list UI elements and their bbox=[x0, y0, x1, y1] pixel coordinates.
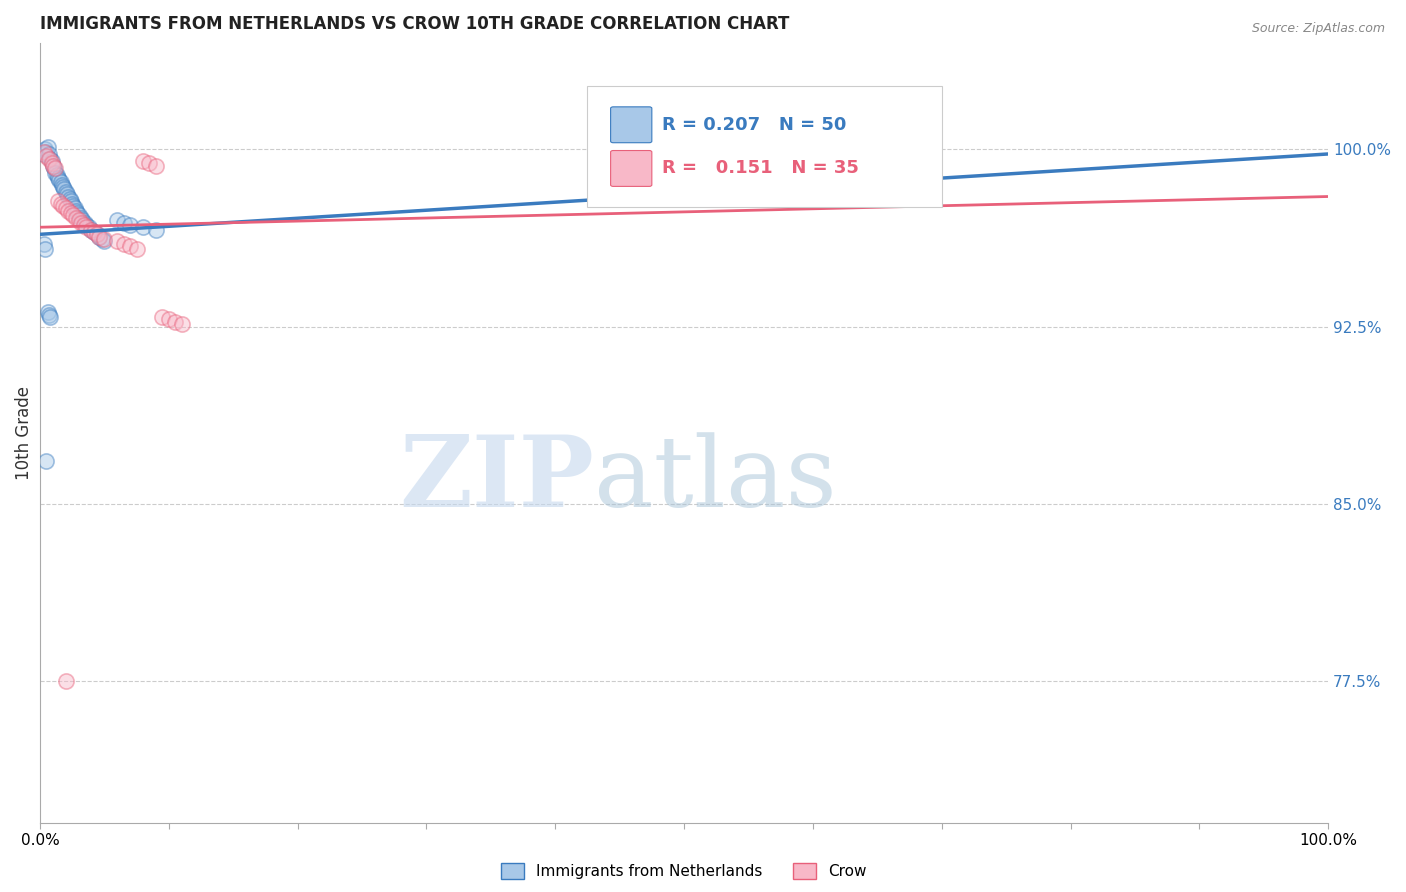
Point bbox=[35, 454, 58, 468]
Point bbox=[39, 310, 62, 324]
Point bbox=[120, 239, 142, 253]
Point bbox=[86, 227, 108, 242]
Point bbox=[34, 242, 56, 256]
Point bbox=[41, 156, 63, 170]
Point bbox=[80, 222, 103, 236]
Point bbox=[55, 185, 77, 199]
Point bbox=[56, 187, 79, 202]
Point bbox=[65, 211, 87, 225]
Point bbox=[38, 308, 60, 322]
Point bbox=[53, 182, 76, 196]
Y-axis label: 10th Grade: 10th Grade bbox=[15, 386, 32, 480]
Point bbox=[59, 194, 82, 209]
Point bbox=[86, 227, 108, 242]
Point bbox=[72, 213, 94, 227]
Point bbox=[93, 235, 115, 249]
Point bbox=[49, 175, 72, 189]
FancyBboxPatch shape bbox=[610, 107, 652, 143]
Point bbox=[34, 142, 56, 156]
Point bbox=[89, 229, 111, 244]
Point bbox=[49, 196, 72, 211]
Point bbox=[70, 211, 93, 225]
Point bbox=[38, 152, 60, 166]
Point bbox=[51, 178, 73, 192]
Point bbox=[65, 203, 87, 218]
Text: Source: ZipAtlas.com: Source: ZipAtlas.com bbox=[1251, 22, 1385, 36]
Point bbox=[120, 218, 142, 232]
Point bbox=[35, 145, 58, 159]
Point bbox=[90, 232, 112, 246]
FancyBboxPatch shape bbox=[610, 151, 652, 186]
Point bbox=[52, 180, 75, 194]
Point bbox=[132, 154, 155, 169]
Point bbox=[58, 203, 80, 218]
Point bbox=[67, 213, 90, 227]
Point bbox=[58, 192, 80, 206]
Point bbox=[42, 161, 65, 176]
Point bbox=[112, 236, 135, 251]
Point bbox=[157, 312, 180, 326]
Point bbox=[44, 161, 66, 176]
Point bbox=[37, 140, 59, 154]
Point bbox=[62, 209, 84, 223]
Point bbox=[73, 218, 96, 232]
Point bbox=[55, 202, 77, 216]
Point bbox=[67, 209, 90, 223]
Point bbox=[80, 222, 103, 236]
Point bbox=[35, 149, 58, 163]
Point bbox=[112, 215, 135, 229]
Point bbox=[150, 310, 173, 324]
Point bbox=[59, 206, 82, 220]
Point bbox=[105, 213, 128, 227]
Point bbox=[77, 220, 100, 235]
Point bbox=[145, 222, 167, 236]
Text: atlas: atlas bbox=[593, 432, 837, 527]
Point bbox=[42, 159, 65, 173]
Point bbox=[46, 170, 69, 185]
Point bbox=[138, 156, 160, 170]
Point bbox=[75, 220, 97, 235]
Point bbox=[41, 154, 63, 169]
Point bbox=[145, 159, 167, 173]
Point bbox=[42, 159, 65, 173]
FancyBboxPatch shape bbox=[588, 86, 942, 207]
Point bbox=[62, 199, 84, 213]
Point bbox=[105, 235, 128, 249]
Point bbox=[165, 315, 187, 329]
Point bbox=[63, 202, 86, 216]
Point bbox=[46, 194, 69, 209]
Point bbox=[60, 196, 83, 211]
Point bbox=[70, 215, 93, 229]
Point bbox=[52, 199, 75, 213]
Point bbox=[32, 236, 55, 251]
Point bbox=[75, 218, 97, 232]
Point bbox=[45, 168, 67, 182]
Text: R =   0.151   N = 35: R = 0.151 N = 35 bbox=[662, 160, 859, 178]
Point bbox=[73, 215, 96, 229]
Point bbox=[32, 147, 55, 161]
Point bbox=[58, 189, 80, 203]
Point bbox=[132, 220, 155, 235]
Point bbox=[66, 206, 89, 220]
Point bbox=[170, 317, 193, 331]
Text: R = 0.207   N = 50: R = 0.207 N = 50 bbox=[662, 116, 846, 134]
Point bbox=[32, 145, 55, 159]
Point bbox=[89, 229, 111, 244]
Point bbox=[37, 305, 59, 319]
Point bbox=[39, 152, 62, 166]
Point bbox=[83, 225, 105, 239]
Point bbox=[44, 166, 66, 180]
Point bbox=[38, 147, 60, 161]
Text: IMMIGRANTS FROM NETHERLANDS VS CROW 10TH GRADE CORRELATION CHART: IMMIGRANTS FROM NETHERLANDS VS CROW 10TH… bbox=[39, 15, 789, 33]
Point bbox=[48, 173, 70, 187]
Legend: Immigrants from Netherlands, Crow: Immigrants from Netherlands, Crow bbox=[495, 857, 873, 886]
Point bbox=[55, 673, 77, 688]
Point bbox=[93, 232, 115, 246]
Point bbox=[83, 225, 105, 239]
Point bbox=[125, 242, 148, 256]
Text: ZIP: ZIP bbox=[399, 431, 593, 528]
